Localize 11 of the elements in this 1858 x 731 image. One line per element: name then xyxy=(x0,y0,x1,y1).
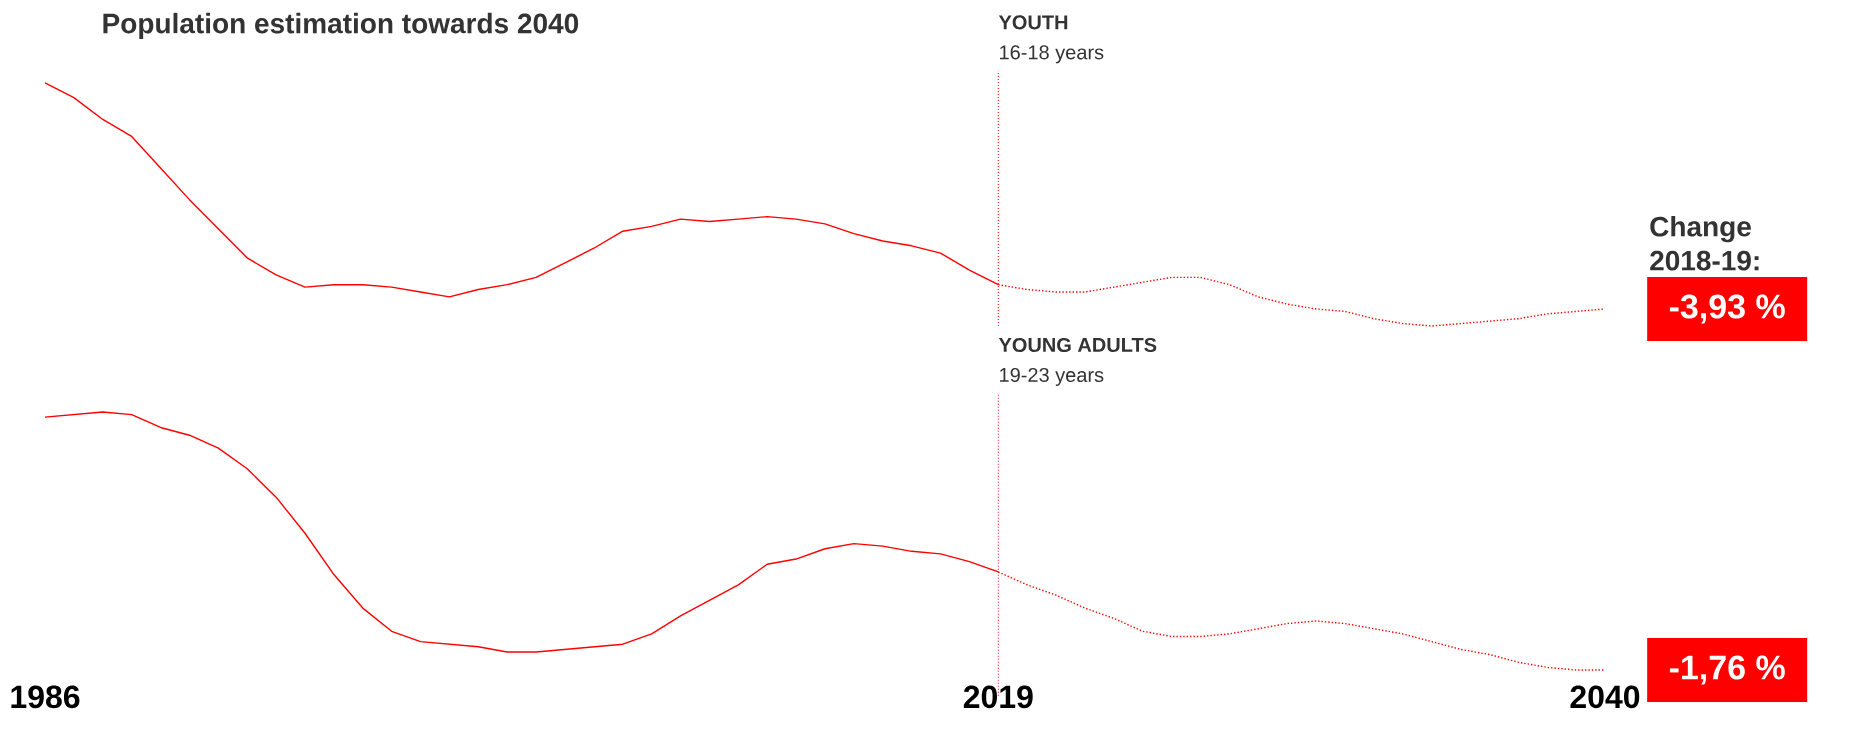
x-tick-label: 1986 xyxy=(11,685,80,709)
x-tick-label: 2040 xyxy=(1570,685,1640,709)
text: -3,93 % xyxy=(1669,294,1785,324)
chart-title: Population estimation towards 2040 xyxy=(103,12,579,39)
ref-line-label: YOUNG ADULTS xyxy=(998,337,1157,353)
ref-line-label: YOUTH xyxy=(998,15,1068,30)
text: 19-23 years xyxy=(1000,367,1104,386)
text: 16-18 years xyxy=(1000,45,1104,64)
text: -1,76 % xyxy=(1669,655,1785,685)
x-tick-label: 2019 xyxy=(963,685,1033,709)
text: Change 2018-19: xyxy=(1650,216,1759,271)
